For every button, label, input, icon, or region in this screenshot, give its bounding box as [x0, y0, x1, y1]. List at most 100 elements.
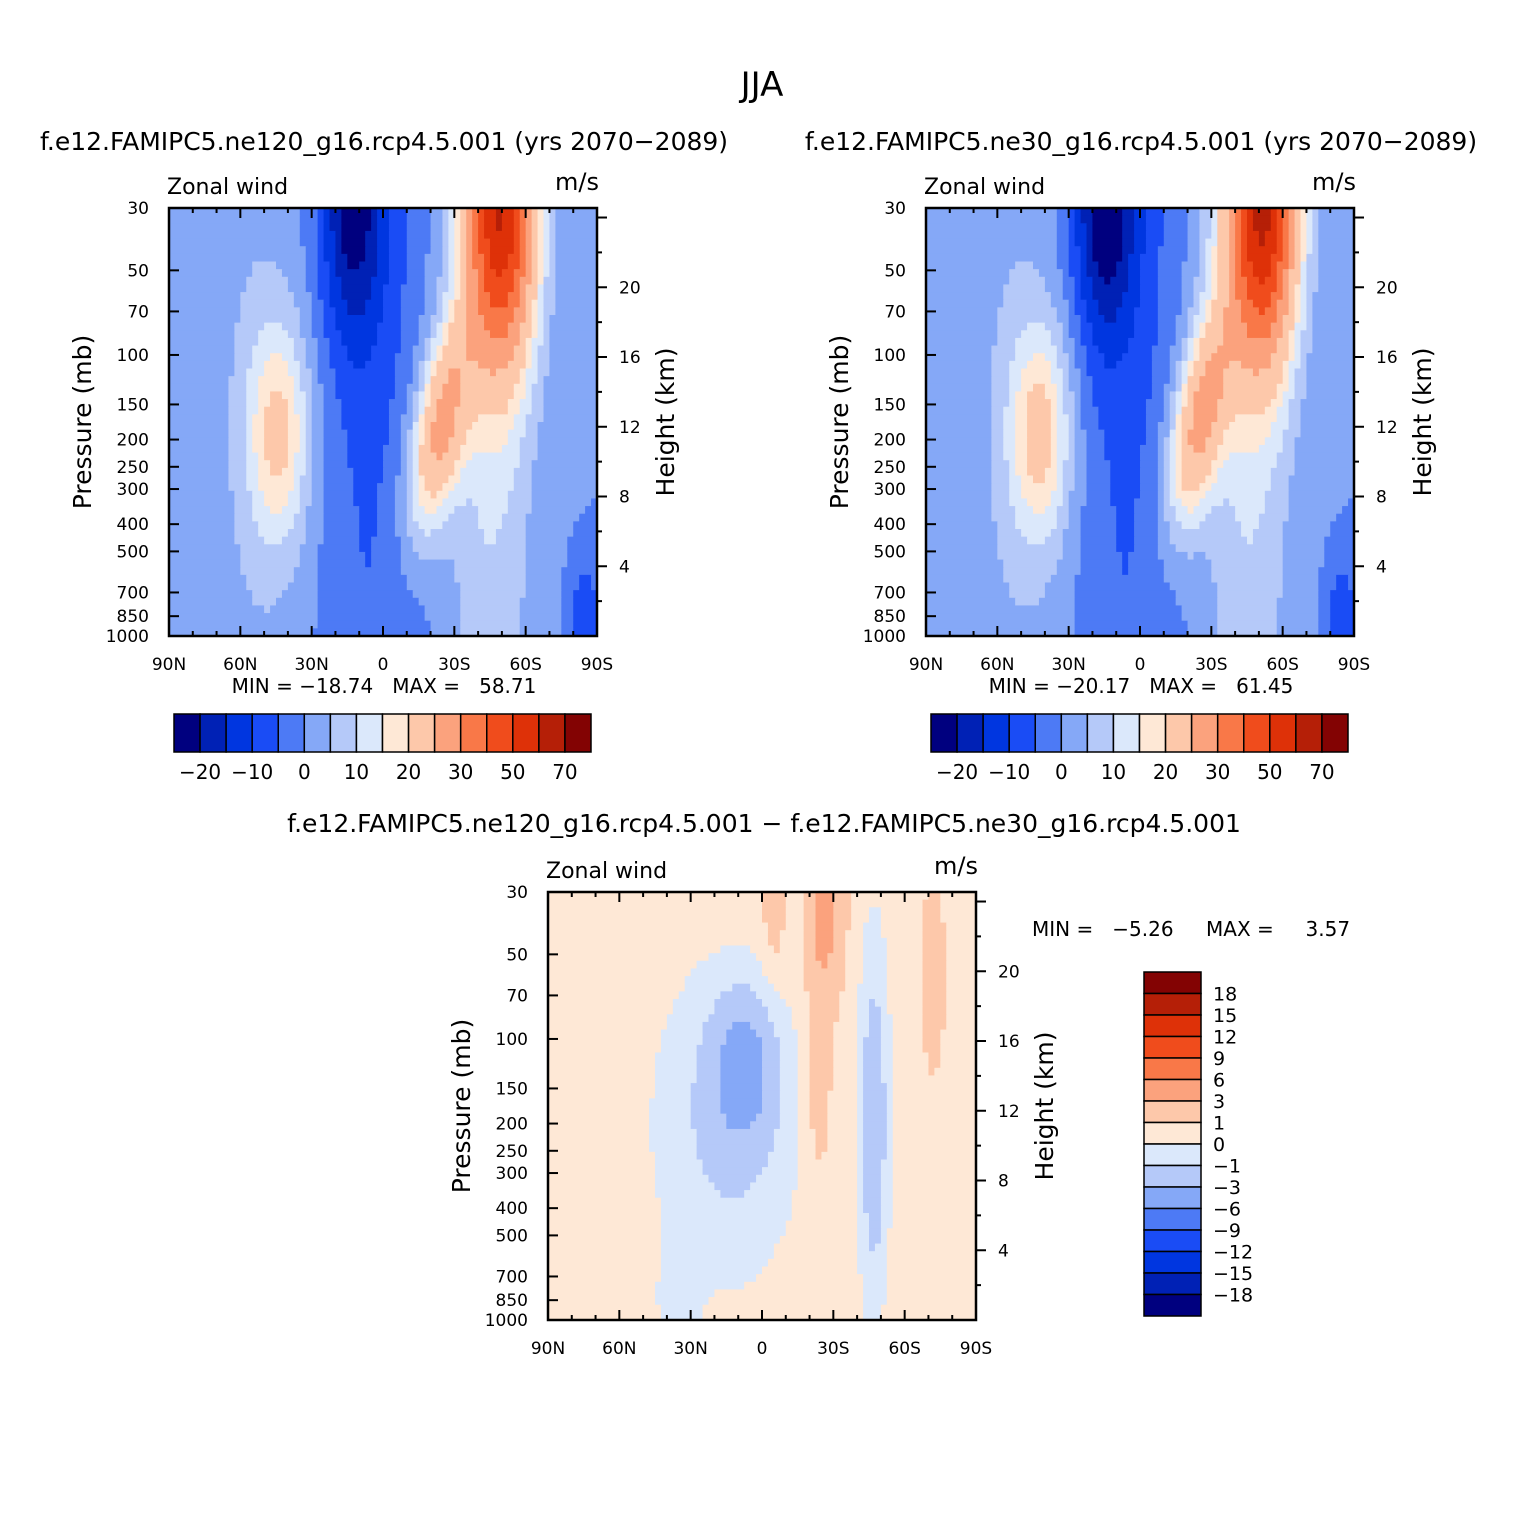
contour-cell	[573, 628, 598, 637]
contour-cell	[169, 483, 230, 492]
contour-cell	[507, 299, 521, 308]
contour-cell	[531, 460, 598, 469]
contour-cell	[1074, 605, 1183, 614]
contour-cell	[702, 1029, 727, 1038]
y-tick-label: 200	[874, 431, 906, 451]
contour-cell	[169, 574, 247, 584]
contour-cell	[317, 246, 325, 255]
contour-cell	[863, 1144, 888, 1153]
panel-1: f.e12.FAMIPC5.ne120_g16.rcp4.5.001 (yrs …	[40, 127, 728, 784]
contour-cell	[1140, 276, 1159, 286]
contour-cell	[779, 1083, 799, 1092]
contour-cell	[478, 521, 503, 530]
contour-cell	[1068, 230, 1076, 240]
contour-cell	[779, 1037, 799, 1046]
contour-cell	[305, 529, 325, 538]
contour-cell	[258, 376, 295, 385]
contour-cell	[756, 991, 781, 1000]
contour-cell	[1211, 223, 1218, 232]
contour-cell	[543, 238, 551, 247]
contour-cell	[1288, 230, 1296, 240]
contour-cell	[762, 1044, 781, 1054]
contour-cell	[424, 475, 449, 484]
contour-cell	[169, 452, 230, 461]
contour-cell	[1229, 360, 1242, 370]
contour-cell	[1282, 322, 1296, 331]
contour-cell	[809, 1021, 834, 1031]
contour-cell	[779, 1113, 799, 1122]
contour-cell	[1187, 208, 1201, 217]
contour-cell	[537, 238, 545, 247]
colorbar-box	[1138, 713, 1167, 753]
contour-cell	[1282, 391, 1296, 400]
contour-cell	[466, 307, 479, 316]
contour-cell	[323, 521, 360, 530]
contour-cell	[1080, 253, 1088, 263]
contour-cell	[1062, 544, 1082, 553]
colorbar-box	[407, 713, 436, 753]
contour-cell	[246, 399, 259, 408]
contour-cell	[323, 490, 354, 500]
contour-cell	[1169, 376, 1177, 385]
contour-cell	[660, 1213, 793, 1222]
contour-cell	[548, 1083, 656, 1092]
contour-cell	[442, 383, 461, 393]
contour-cell	[305, 422, 313, 431]
contour-cell	[537, 360, 551, 370]
contour-cell	[863, 1113, 888, 1122]
contour-cell	[1134, 315, 1159, 324]
contour-cell	[377, 490, 396, 500]
colorbar-label: 6	[1213, 1070, 1225, 1092]
contour-cell	[809, 1083, 834, 1092]
contour-cell	[926, 605, 1076, 614]
contour-cell	[1080, 215, 1094, 224]
contour-cell	[537, 246, 545, 255]
contour-cell	[287, 460, 295, 469]
contour-cell	[507, 498, 533, 507]
contour-cell	[311, 322, 325, 331]
contour-cell	[1241, 529, 1254, 538]
contour-cell	[1193, 444, 1206, 454]
contour-cell	[1157, 444, 1165, 454]
contour-cell	[1104, 437, 1147, 446]
contour-cell	[406, 483, 414, 492]
contour-cell	[228, 376, 247, 385]
contour-cell	[507, 429, 527, 438]
contour-cell	[1199, 208, 1212, 217]
contour-cell	[1015, 467, 1028, 477]
contour-cell	[258, 529, 289, 538]
contour-cell	[1187, 399, 1195, 408]
contour-cell	[323, 253, 337, 263]
contour-cell	[537, 284, 545, 293]
contour-cell	[531, 238, 539, 247]
contour-cell	[548, 1014, 668, 1023]
contour-cell	[762, 1037, 781, 1046]
contour-cell	[1300, 261, 1308, 270]
contour-cell	[400, 536, 414, 545]
contour-cell	[1092, 330, 1135, 339]
contour-cell	[537, 315, 545, 324]
contour-cell	[886, 1251, 977, 1260]
contour-cell	[1027, 444, 1052, 454]
contour-cell	[228, 414, 247, 423]
contour-cell	[478, 238, 491, 247]
contour-cell	[791, 1197, 858, 1206]
contour-cell	[702, 1312, 864, 1321]
contour-cell	[466, 498, 473, 507]
contour-cell	[293, 406, 307, 415]
contour-cell	[305, 506, 325, 515]
contour-cell	[1104, 360, 1117, 370]
contour-cell	[478, 215, 485, 224]
contour-cell	[1276, 315, 1284, 324]
contour-cell	[892, 1128, 977, 1138]
contour-cell	[809, 1006, 840, 1015]
contour-cell	[797, 1121, 811, 1130]
contour-cell	[762, 1075, 781, 1084]
contour-cell	[430, 208, 444, 217]
contour-cell	[1181, 345, 1189, 354]
contour-cell	[460, 452, 473, 461]
contour-cell	[1074, 429, 1088, 438]
contour-cell	[720, 1044, 763, 1054]
contour-cell	[1235, 238, 1242, 247]
contour-cell	[418, 475, 426, 484]
